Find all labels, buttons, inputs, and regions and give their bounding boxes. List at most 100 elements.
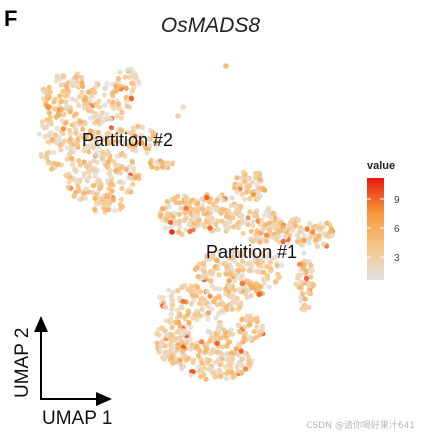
- cell-point: [92, 173, 98, 179]
- cell-point: [73, 129, 79, 135]
- cell-point: [170, 343, 176, 349]
- cell-point: [68, 149, 74, 155]
- cell-point: [67, 136, 74, 142]
- cell-point: [77, 93, 83, 100]
- cell-point: [69, 141, 75, 147]
- cell-point: [179, 303, 185, 309]
- cell-point: [206, 205, 212, 211]
- cell-point: [197, 289, 204, 295]
- cell-point: [241, 196, 247, 202]
- cell-point: [94, 118, 101, 124]
- cell-point: [53, 140, 59, 146]
- cell-point: [48, 129, 54, 136]
- cell-point: [242, 219, 248, 225]
- cell-point: [199, 301, 205, 308]
- cell-point: [199, 206, 205, 212]
- cell-point: [46, 110, 52, 116]
- cell-point: [115, 101, 122, 107]
- cell-point: [158, 345, 164, 351]
- cell-point: [96, 183, 102, 189]
- cell-point: [251, 192, 257, 198]
- cell-point: [288, 223, 294, 229]
- cell-point: [120, 180, 126, 186]
- cell-point: [228, 302, 234, 308]
- cell-point: [217, 286, 223, 292]
- cell-point: [300, 291, 306, 297]
- cell-point: [99, 119, 105, 125]
- cell-point: [85, 189, 92, 195]
- cell-point: [102, 202, 108, 208]
- cell-point: [226, 278, 232, 284]
- cell-point: [147, 143, 153, 149]
- cell-point: [93, 152, 99, 158]
- cell-point: [183, 215, 189, 221]
- cell-point: [82, 195, 89, 201]
- legend-ticks: 9 6 3: [367, 195, 400, 264]
- cell-point: [266, 205, 272, 212]
- cell-point: [254, 315, 260, 321]
- cell-point: [66, 171, 72, 177]
- cell-point: [78, 119, 84, 125]
- cell-point: [301, 233, 308, 239]
- cell-point: [309, 269, 315, 275]
- cell-point: [57, 93, 63, 99]
- cell-point: [116, 179, 122, 185]
- cell-point: [159, 159, 165, 166]
- cell-point: [92, 206, 98, 212]
- cell-point: [216, 295, 223, 301]
- chart-title: OsMADS8: [160, 14, 261, 37]
- cell-point: [205, 253, 211, 259]
- cell-point: [75, 138, 81, 144]
- cell-point: [219, 218, 225, 224]
- cell-point: [106, 130, 112, 136]
- cell-point: [298, 295, 304, 301]
- cell-point: [133, 174, 139, 180]
- cell-point: [227, 219, 233, 225]
- cell-point: [296, 261, 303, 267]
- cell-point: [223, 375, 229, 381]
- cell-point: [290, 227, 296, 233]
- cell-point: [272, 221, 278, 228]
- cell-point: [129, 158, 135, 164]
- cell-point: [247, 209, 253, 215]
- cell-point: [47, 114, 54, 120]
- cell-point: [190, 359, 196, 366]
- cell-point: [303, 275, 310, 282]
- cell-point: [159, 325, 165, 331]
- cell-point: [149, 164, 155, 170]
- cell-point: [263, 255, 269, 261]
- cell-point: [254, 324, 260, 330]
- cell-point: [95, 129, 101, 136]
- cell-point: [246, 322, 252, 328]
- cell-point: [51, 150, 57, 156]
- cell-point: [203, 346, 209, 352]
- cell-point: [110, 196, 116, 202]
- cell-point: [90, 183, 96, 189]
- cell-point: [212, 336, 218, 342]
- cell-point: [214, 340, 220, 346]
- cell-point: [169, 298, 175, 304]
- cell-point: [205, 304, 211, 310]
- umap2-arrow-head: [34, 316, 48, 332]
- cell-point: [105, 140, 111, 146]
- cell-point: [76, 102, 82, 108]
- cell-point: [217, 322, 223, 328]
- cell-point: [174, 307, 180, 313]
- cell-point: [105, 178, 111, 184]
- cell-point: [125, 66, 131, 72]
- cell-point: [233, 271, 239, 277]
- cell-point: [81, 173, 87, 179]
- cell-point: [162, 225, 168, 231]
- cell-point: [198, 339, 205, 345]
- cell-point: [169, 196, 175, 202]
- cell-point: [134, 140, 140, 146]
- cell-point: [202, 224, 208, 230]
- cell-point: [103, 85, 109, 91]
- cell-point: [218, 301, 224, 307]
- cell-point: [216, 356, 222, 362]
- cell-point: [191, 215, 197, 221]
- cell-point: [311, 224, 317, 230]
- cell-point: [263, 232, 270, 238]
- cell-point: [54, 125, 60, 131]
